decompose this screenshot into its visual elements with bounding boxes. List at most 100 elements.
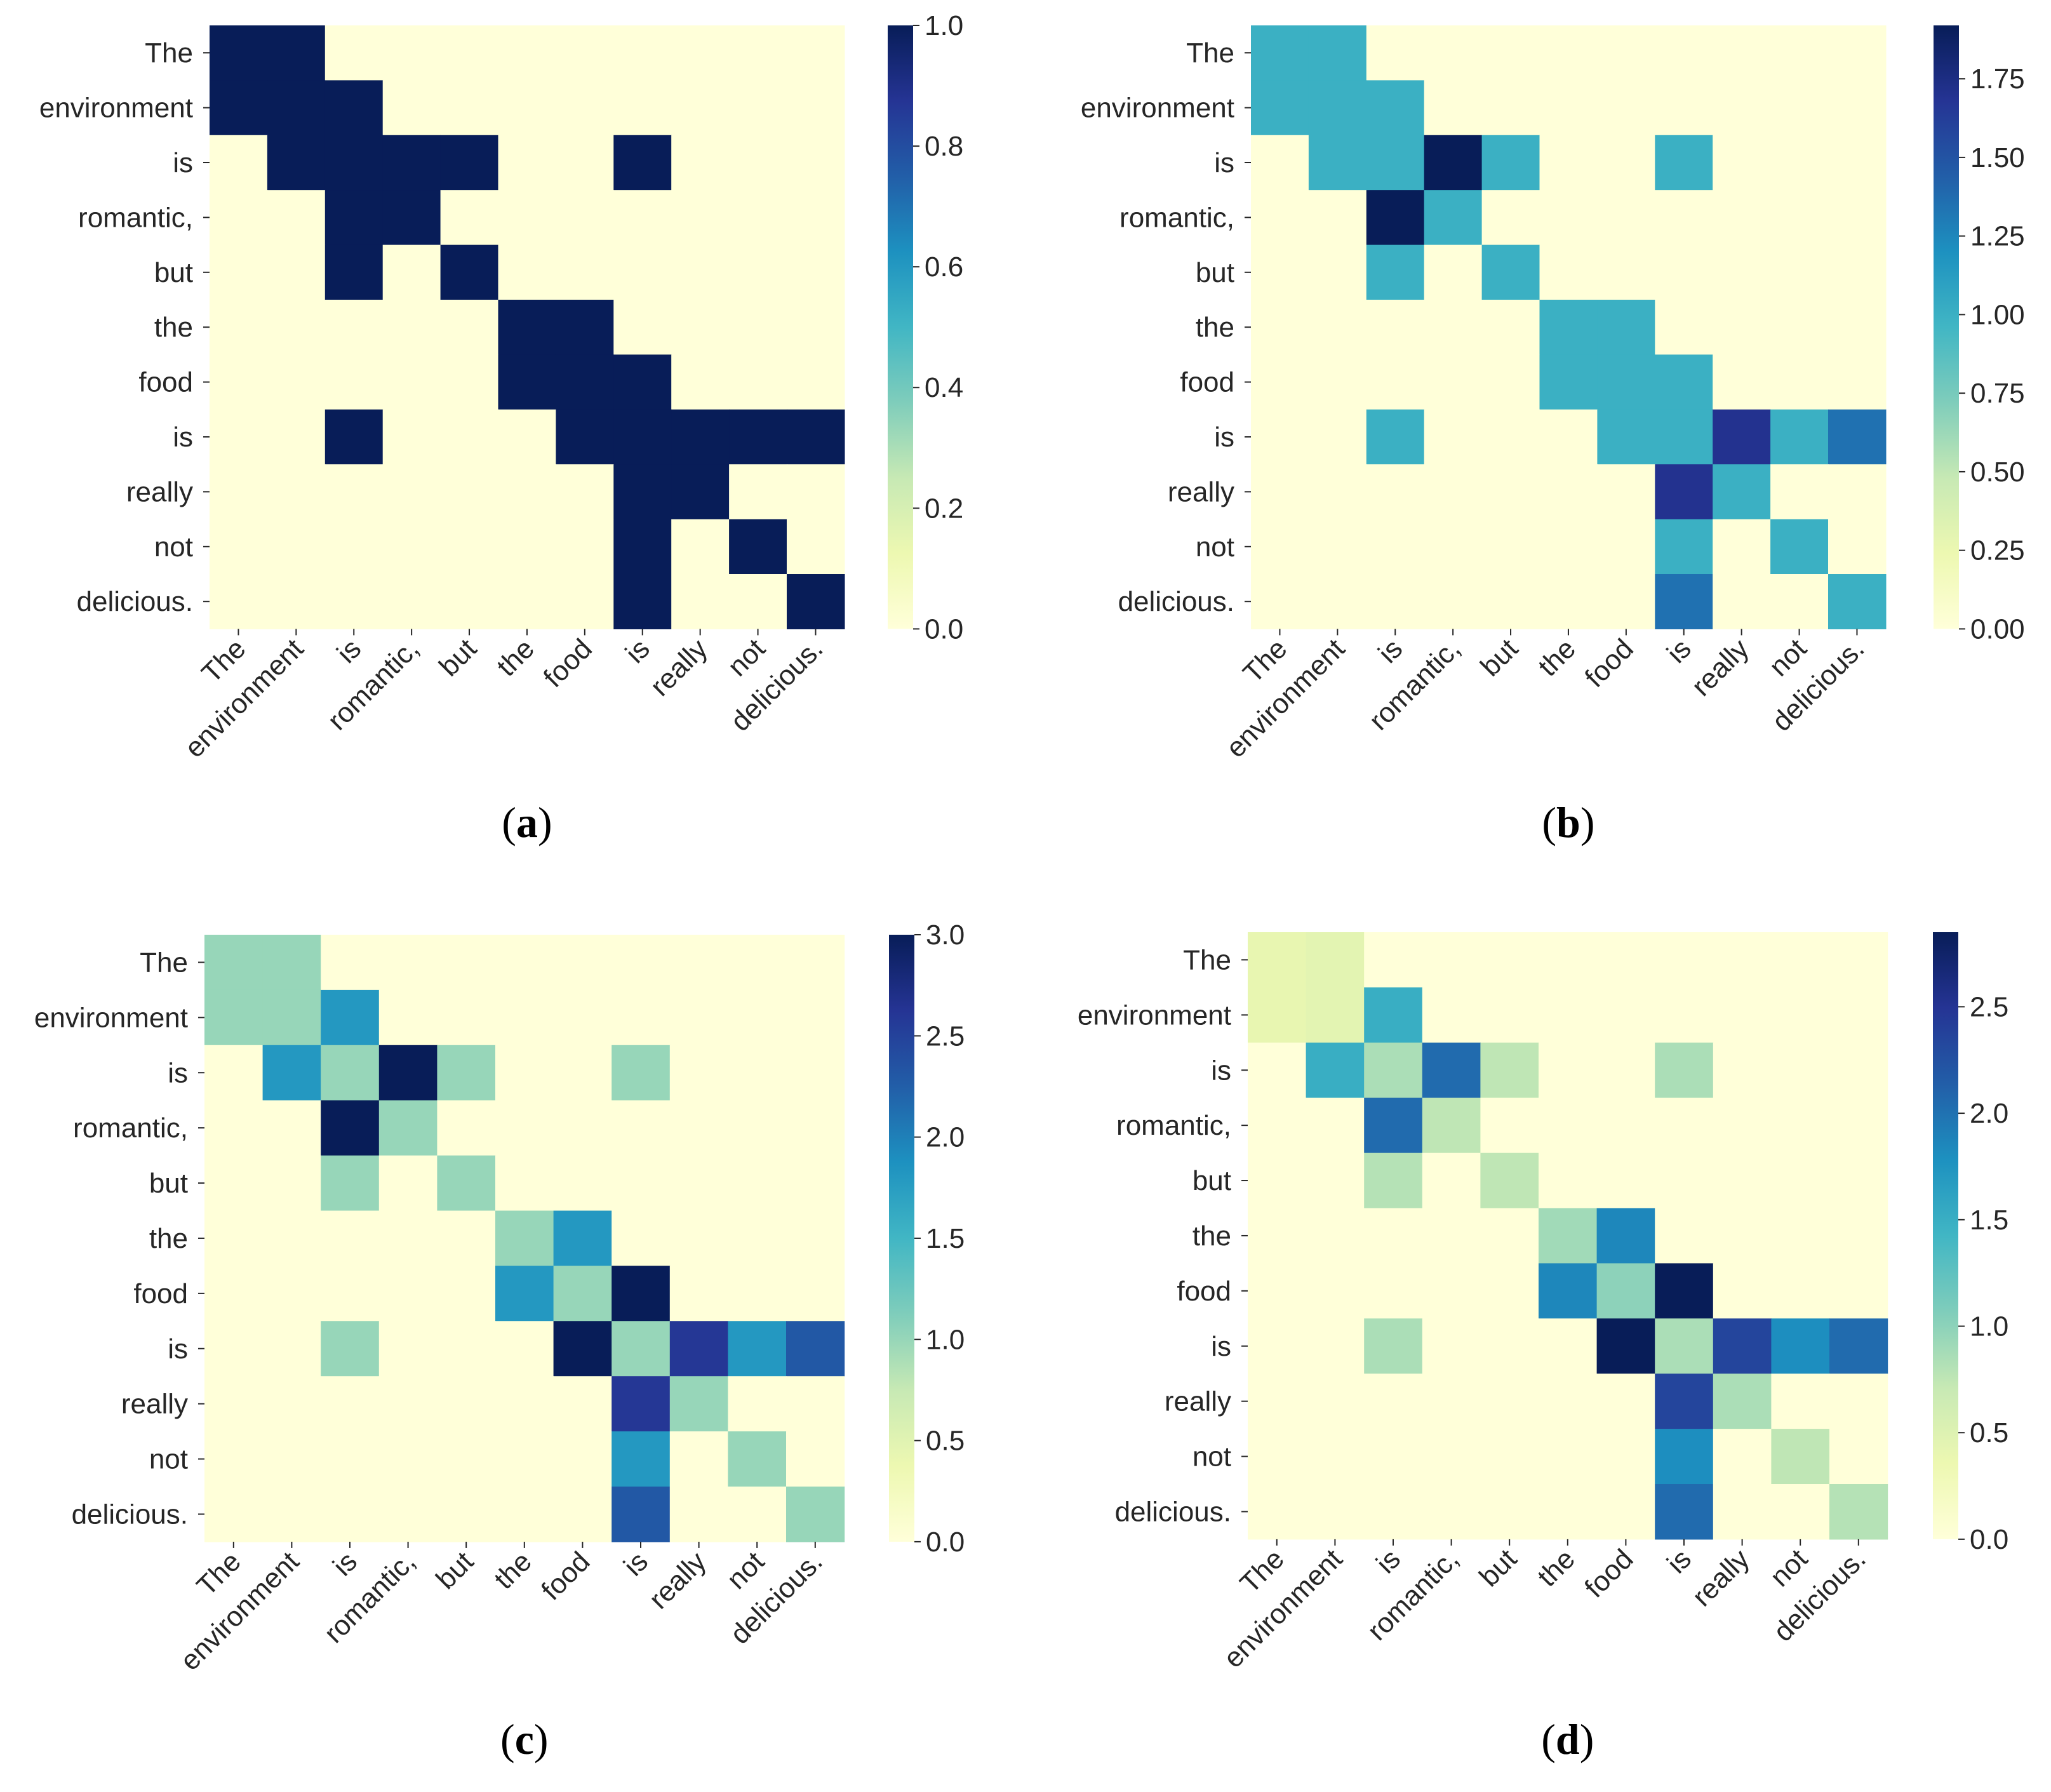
heatmap-cell [1597,244,1655,300]
heatmap-cell [1771,1318,1830,1374]
heatmap-cell [611,1100,671,1156]
heatmap-cell [1597,135,1655,191]
heatmap-cell [1539,519,1598,575]
heatmap-cell [324,574,384,629]
heatmap-cell [787,519,845,575]
heatmap-cell [786,1155,845,1212]
row-label: the [1196,312,1234,343]
heatmap-cell [1481,190,1540,246]
heatmap-cell [1366,464,1425,520]
heatmap-cell [498,80,556,136]
heatmap-cell [786,1266,845,1321]
heatmap-cell [1422,1318,1481,1374]
heatmap-cell [1248,987,1307,1043]
heatmap-cell [553,1266,612,1321]
heatmap-cell [1655,1318,1714,1374]
heatmap-cell [671,409,730,465]
heatmap-cell [1366,354,1425,410]
heatmap-cell [267,190,326,246]
heatmap-cell [1480,1484,1539,1540]
heatmap-cell [556,574,614,629]
heatmap-cell [1770,80,1829,136]
heatmap-cell [1770,25,1829,81]
heatmap-cell [1829,1097,1888,1154]
heatmap-cell [1306,932,1365,988]
heatmap-cell [1770,300,1829,355]
heatmap-cell [611,1266,671,1321]
heatmap-cell [1364,1153,1423,1209]
heatmap-cell [204,1321,264,1377]
heatmap-cell [440,244,499,300]
heatmap-cell [1596,987,1655,1043]
row-label: really [1168,476,1234,507]
heatmap-cell [267,244,326,300]
colorbar-tick-label: 0.2 [925,493,963,524]
heatmap-cell [1771,987,1830,1043]
heatmap-cell [262,935,321,991]
heatmap-cell [324,464,384,520]
row-label: environment [34,1002,188,1033]
heatmap-cell [1308,519,1367,575]
heatmap-cell [267,25,326,81]
heatmap-cell [1539,25,1598,81]
heatmap-cell [1713,519,1771,575]
row-label: food [1177,1276,1231,1307]
heatmap-cell [728,935,787,991]
heatmap-cell [440,354,499,410]
heatmap-cell [498,354,556,410]
heatmap-cell [671,300,730,355]
heatmap-cell [1828,190,1887,246]
heatmap-cell [1655,190,1713,246]
colorbar-tick-label: 1.75 [1970,64,2025,95]
heatmap-cell [1829,1263,1888,1319]
row-label: is [1214,422,1234,453]
heatmap-cell [671,244,730,300]
heatmap-cell [1713,300,1771,355]
heatmap-cell [611,1321,671,1377]
colorbar-tick-label: 1.25 [1970,221,2025,252]
heatmap-cell [611,1210,671,1266]
heatmap-cell [204,989,264,1046]
heatmap-cell [1713,1318,1772,1374]
heatmap-cell [210,190,268,246]
heatmap-cell [1539,574,1598,629]
heatmap-cell [553,1155,612,1212]
row-label: the [149,1223,188,1254]
heatmap-cell [1251,190,1309,246]
row-label: is [168,1057,188,1088]
row-label: but [1193,1165,1231,1196]
heatmap-cell [1251,354,1309,410]
panel-label: (c) [500,1715,549,1763]
heatmap-cell [1424,409,1483,465]
heatmap-cell [553,1376,612,1432]
heatmap-cell [787,300,845,355]
heatmap-cell [1306,1374,1365,1429]
heatmap-cell [556,464,614,520]
heatmap-cell [1770,244,1829,300]
heatmap-cell [786,1487,845,1542]
heatmap-cell [1308,244,1367,300]
heatmap-cell [1308,409,1367,465]
heatmap-cell [321,1321,380,1377]
heatmap-cell [728,1045,787,1101]
heatmap-cell [671,80,730,136]
heatmap-cell [1829,932,1888,988]
heatmap-cell [378,1210,438,1266]
colorbar-tick-label: 1.5 [1970,1205,2008,1236]
heatmap-cell [378,935,438,991]
heatmap-cell [324,80,384,136]
heatmap-cell [786,1431,845,1487]
colorbar [1933,932,1958,1539]
heatmap-cells [1248,932,1888,1540]
heatmap-cell [267,80,326,136]
heatmap-cell [1655,1374,1714,1429]
heatmap-cell [437,989,496,1046]
heatmap-cell [1364,1484,1423,1540]
heatmap-cell [786,1045,845,1101]
heatmap-cell [1771,1263,1830,1319]
heatmap-cell [1251,25,1309,81]
row-label: the [154,312,193,343]
heatmap-cell [321,1155,380,1212]
heatmap-cell [671,25,730,81]
heatmap-cell [729,25,787,81]
